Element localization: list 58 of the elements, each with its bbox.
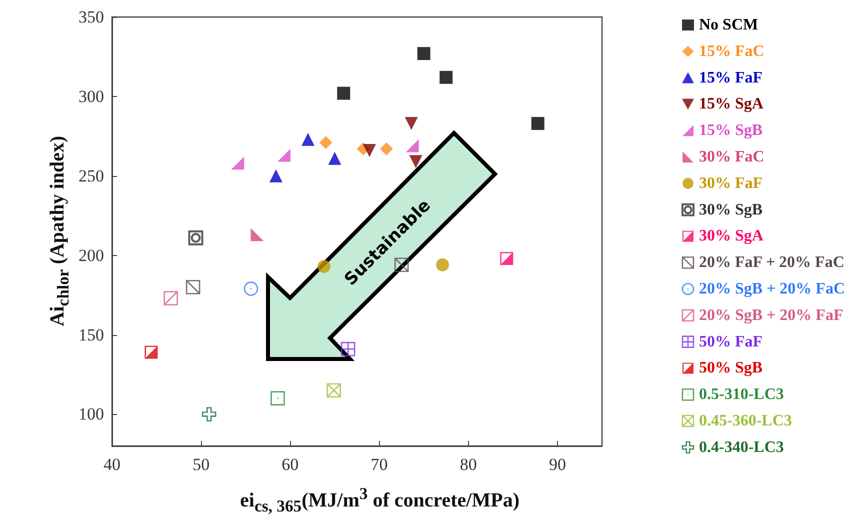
point xyxy=(202,407,216,422)
point xyxy=(144,346,158,359)
point xyxy=(328,152,342,165)
x-tick-label: 80 xyxy=(460,455,477,474)
legend-label: 30% FaF xyxy=(698,174,763,192)
x-tick-label: 50 xyxy=(192,455,210,474)
legend-label: 30% FaC xyxy=(698,148,764,166)
y-tick-label: 200 xyxy=(78,246,104,265)
point xyxy=(417,47,430,60)
legend-label: 50% SgB xyxy=(698,360,763,377)
y-tick-label: 250 xyxy=(78,166,104,186)
point xyxy=(500,252,514,266)
point xyxy=(440,70,453,84)
legend-label: 15% SgA xyxy=(698,96,764,113)
x-tick-label: 60 xyxy=(282,455,299,474)
point xyxy=(337,86,350,100)
y-tick-label: 350 xyxy=(78,8,104,26)
point xyxy=(250,228,264,242)
point xyxy=(409,155,422,168)
y-tick-label: 300 xyxy=(78,86,104,106)
point xyxy=(319,136,332,150)
point xyxy=(404,116,418,130)
point xyxy=(380,142,393,156)
point xyxy=(302,132,314,146)
x-tick-label: 40 xyxy=(104,455,120,474)
point xyxy=(326,383,341,398)
legend-label: 50% FaF xyxy=(698,333,763,350)
legend-label: 0.5-310-LC3 xyxy=(698,386,784,404)
point xyxy=(362,144,376,157)
point xyxy=(188,230,204,246)
legend-label: No SCM xyxy=(698,16,758,34)
point xyxy=(531,116,544,130)
point xyxy=(277,148,290,162)
x-tick-label: 90 xyxy=(548,455,566,474)
y-tick-label: 150 xyxy=(78,325,104,344)
x-tick-label: 70 xyxy=(370,455,388,474)
point xyxy=(318,260,331,273)
point xyxy=(340,342,356,356)
x-axis-title: ei$_{cs, 365}$(MJ/m$^{3}$ of concrete/MPa) xyxy=(240,484,520,517)
point xyxy=(244,282,258,296)
point xyxy=(406,139,419,152)
point xyxy=(436,258,450,272)
point xyxy=(269,169,282,182)
point xyxy=(186,280,200,294)
legend-label: 20% SgB + 20% FaF xyxy=(698,306,844,324)
legend-label: 20% SgB + 20% FaC xyxy=(698,280,845,298)
y-tick-label: 100 xyxy=(78,404,104,424)
legend-label: 30% SgA xyxy=(698,228,764,245)
legend-label: 30% SgB xyxy=(698,201,763,218)
legend-label: 0.45-360-LC3 xyxy=(698,412,792,430)
point xyxy=(270,391,285,406)
legend-label: 15% FaF xyxy=(698,69,763,86)
point xyxy=(231,156,244,170)
legend-label: 15% SgB xyxy=(698,122,763,140)
point xyxy=(164,291,178,306)
legend-label: 15% FaC xyxy=(698,42,764,60)
legend-label: 0.4-340-LC3 xyxy=(698,438,784,456)
legend-label: 20% FaF + 20% FaC xyxy=(698,254,844,272)
